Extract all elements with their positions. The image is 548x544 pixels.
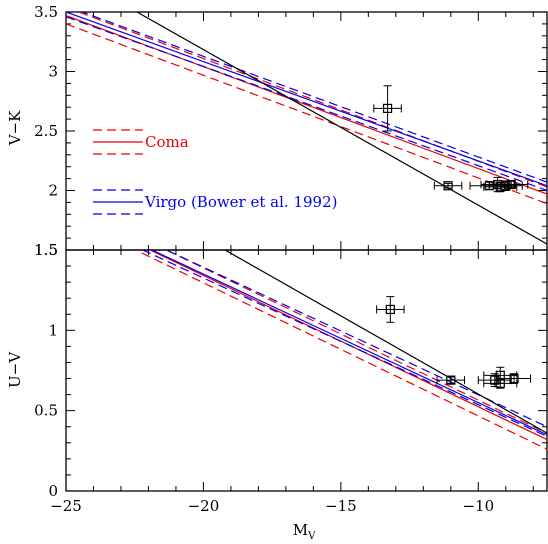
data-point — [433, 181, 463, 191]
square-marker — [490, 375, 500, 385]
data-point — [436, 375, 466, 385]
y-tick-label: 1.5 — [34, 241, 58, 259]
x-tick-label: −15 — [325, 497, 357, 515]
x-axis-label: MV — [293, 521, 316, 542]
legend-label: Coma — [145, 133, 189, 151]
square-marker — [509, 373, 519, 384]
y-tick-label: 2.5 — [34, 122, 58, 140]
virgo-solid-line — [66, 12, 547, 187]
fit-solid-line — [135, 12, 547, 245]
square-marker — [446, 375, 456, 385]
panel-v-k: 1.5 2 2.5 3 3.5 Coma Virgo (Bower et al. 1992) — [34, 3, 548, 259]
y-tick-label: 1 — [48, 321, 58, 339]
square-marker — [501, 181, 511, 191]
coma-dashed-line — [134, 250, 547, 450]
virgo-dashed-line — [66, 16, 547, 192]
y-axis-label-u-v: U−V — [6, 351, 24, 388]
virgo-dashed-line — [80, 12, 547, 183]
y-tick-label: 0 — [48, 482, 58, 500]
square-marker — [495, 182, 505, 192]
coma-dashed-line — [66, 23, 547, 205]
legend-label: Virgo (Bower et al. 1992) — [144, 193, 337, 211]
legend-item: Virgo (Bower et al. 1992) — [93, 189, 337, 215]
virgo-dashed-line — [164, 250, 547, 428]
x-tick-label: −10 — [462, 497, 494, 515]
x-tick-label: −20 — [188, 497, 220, 515]
data-point — [494, 179, 529, 190]
data-point — [497, 373, 532, 384]
square-marker — [495, 378, 505, 388]
x-axis-label-main: M — [293, 521, 308, 539]
y-tick-label: 1.5 — [34, 241, 58, 259]
data-point — [376, 296, 405, 323]
square-marker — [382, 103, 393, 113]
y-tick-label: 2 — [48, 182, 58, 200]
square-marker — [506, 179, 516, 190]
y-tick-label: 0.5 — [34, 402, 58, 420]
y-tick-label: 3 — [48, 63, 58, 81]
y-tick-label: 3.5 — [34, 3, 58, 21]
x-tick-label: −25 — [50, 497, 82, 515]
fit-solid-line — [223, 250, 547, 434]
y-axis-label-v-k: V−K — [6, 110, 24, 146]
virgo-dashed-line — [141, 250, 547, 437]
square-marker — [443, 181, 453, 191]
square-marker — [385, 304, 395, 315]
legend: Coma Virgo (Bower et al. 1992) — [93, 129, 337, 215]
virgo-solid-line — [150, 250, 547, 436]
plot-frame — [65, 249, 548, 492]
coma-dashed-line — [164, 250, 547, 434]
data-point — [373, 85, 402, 132]
coma-solid-line — [148, 250, 547, 441]
panel-u-v: 0 0.5 1 1.5 −25 −20 −15 −10 — [34, 241, 548, 515]
legend-item: Coma — [93, 129, 189, 155]
x-axis-label-subscript: V — [307, 531, 316, 542]
data-point — [483, 366, 518, 384]
